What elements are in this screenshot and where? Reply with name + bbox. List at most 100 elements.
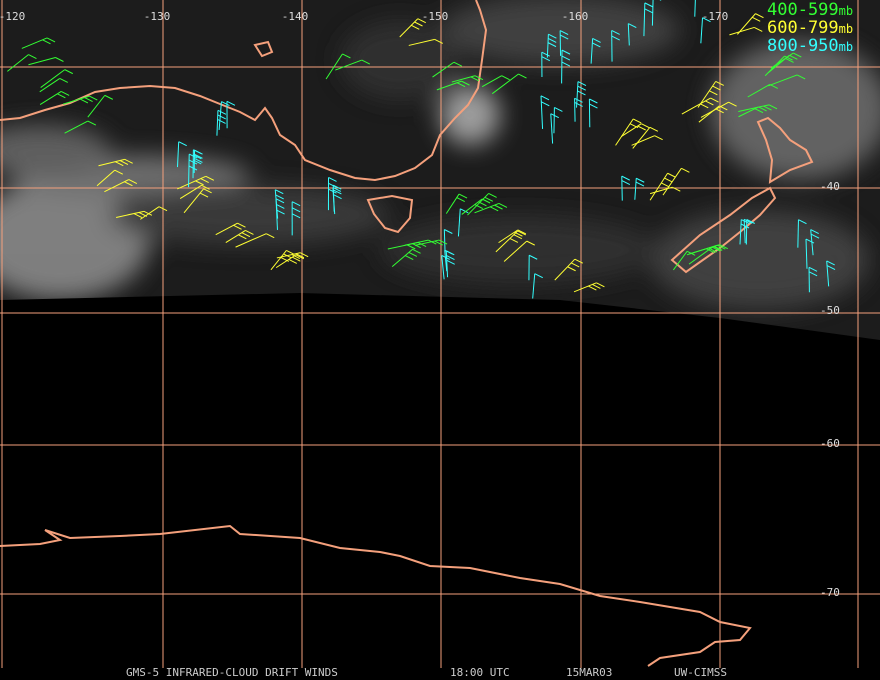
wind-barb [588,98,598,128]
barb-tick [238,234,247,240]
barb-shaft [179,184,202,199]
wind-barb [546,33,557,58]
barb-tick [489,206,499,212]
barb-tick [702,17,711,23]
barb-tick [649,126,659,132]
coastline-tasmania [366,194,414,234]
barb-tick [266,233,275,239]
wind-barb [649,172,676,201]
coastline-antarctica [0,524,752,667]
barb-tick [194,153,203,159]
barb-tick [758,106,767,112]
barb-shaft [631,135,655,146]
barb-shaft [503,240,528,262]
wind-barb [559,30,569,56]
barb-shaft [621,176,623,201]
barb-tick [501,75,510,81]
barb-tick [570,262,580,268]
barb-tick [412,248,421,254]
barb-tick [444,249,453,255]
barb-tick [217,114,226,120]
barb-tick [517,230,526,236]
wind-barb [63,95,98,105]
barb-tick [743,218,753,224]
wind-barb [826,260,836,287]
wind-barb [408,38,443,46]
barb-tick [203,188,212,194]
barb-tick [446,259,455,265]
barb-tick [404,255,414,260]
barb-tick [441,254,450,260]
wind-barb [481,75,510,88]
barb-tick [434,240,443,246]
barb-tick [509,238,519,243]
footer-text: UW-CIMSS [674,666,727,679]
barb-shaft [768,74,798,87]
wind-barb [574,97,583,122]
barb-tick [417,18,426,24]
barb-tick [226,100,236,106]
barb-shaft [325,53,343,80]
barb-tick [654,135,663,141]
barb-tick [194,157,203,163]
wind-barb [335,59,371,71]
wind-barb [87,94,114,118]
barb-tick [283,253,292,259]
barb-tick [195,180,204,186]
barb-tick [178,141,187,147]
barb-tick [446,255,455,260]
barb-tick [636,177,645,183]
barb-tick [193,149,202,155]
wind-barb [491,73,527,95]
wind-barb [104,179,138,193]
latitude-label: -50 [820,304,840,317]
barb-tick [719,244,728,250]
wind-barb [590,37,601,64]
barb-tick [611,30,620,35]
barb-shaft [7,54,29,72]
barb-shaft [632,126,651,149]
barb-tick [789,54,798,60]
barb-tick [233,224,242,230]
wind-barb [96,169,124,187]
barb-tick [200,178,209,184]
barb-tick [550,113,559,119]
barb-tick [589,103,598,109]
barb-shaft [445,250,449,278]
barb-tick [784,55,793,61]
barb-shaft [649,186,673,195]
barb-shaft [576,81,579,108]
barb-tick [89,95,98,101]
barb-shaft [176,141,180,168]
barb-tick [712,85,721,91]
barb-tick [664,177,673,183]
barb-tick [474,75,484,81]
wind-barb [632,126,659,149]
wind-barb [275,254,305,269]
barb-tick [79,98,89,104]
barb-tick [826,265,836,270]
barb-tick [719,105,728,111]
barb-tick [577,90,586,96]
barb-tick [826,260,835,266]
wind-barb [235,233,275,248]
wind-barb [116,210,153,218]
legend-entry: 800-950mb [767,36,853,56]
wind-barb [325,53,351,80]
barb-tick [567,266,576,272]
wind-barb [611,30,620,62]
barb-shaft [651,0,654,26]
barb-tick [661,182,670,188]
wind-barb [694,0,696,17]
barb-tick [710,97,719,103]
satellite-image [0,0,880,340]
wind-barb [797,219,807,248]
barb-tick [411,24,420,30]
barb-tick [561,49,571,55]
barb-tick [60,91,70,96]
coastline-island [253,40,274,58]
barb-tick [295,253,305,259]
barb-tick [577,85,586,91]
wind-barb [698,105,728,123]
